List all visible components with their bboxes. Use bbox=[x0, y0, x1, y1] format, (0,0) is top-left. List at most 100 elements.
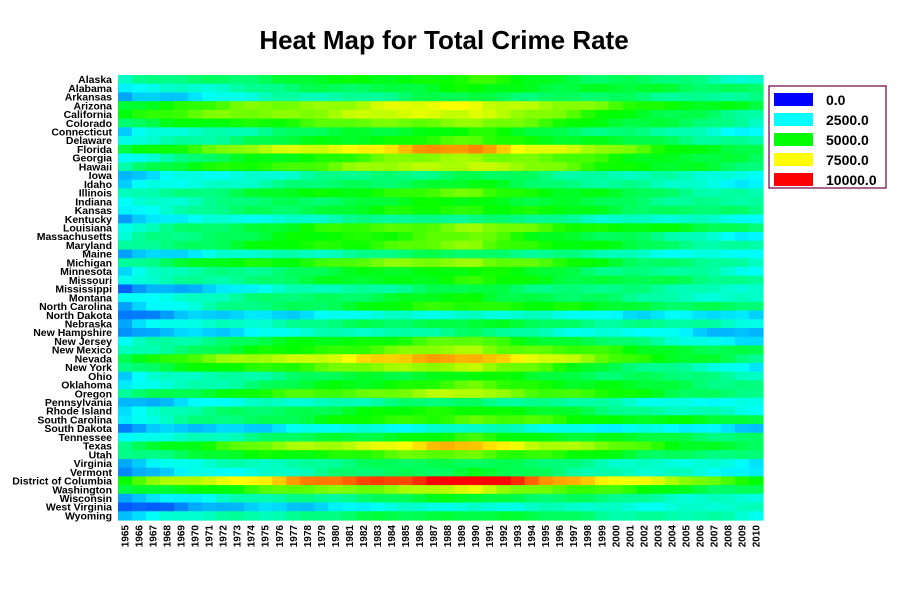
heatmap-cell bbox=[706, 293, 722, 303]
heatmap-cell bbox=[594, 441, 610, 451]
heatmap-cell bbox=[398, 362, 414, 373]
heatmap-cell bbox=[426, 214, 442, 224]
heatmap-cell bbox=[496, 101, 512, 111]
heatmap-cell bbox=[342, 266, 357, 277]
heatmap-cell bbox=[398, 197, 414, 207]
heatmap-cell bbox=[706, 144, 722, 155]
heatmap-cell bbox=[160, 240, 175, 251]
heatmap-cell bbox=[188, 214, 203, 224]
heatmap-cell bbox=[650, 197, 666, 207]
heatmap-cell bbox=[720, 83, 736, 94]
heatmap-cell bbox=[328, 476, 343, 486]
heatmap-cell bbox=[244, 75, 259, 85]
heatmap-cell bbox=[230, 162, 245, 172]
heatmap-cell bbox=[748, 415, 764, 425]
heatmap-cell bbox=[216, 397, 231, 408]
heatmap-cell bbox=[580, 345, 596, 355]
heatmap-cell bbox=[384, 144, 400, 155]
heatmap-cell bbox=[566, 197, 582, 207]
heatmap-cell bbox=[258, 214, 273, 224]
heatmap-cell bbox=[216, 310, 231, 320]
heatmap-cell bbox=[132, 170, 147, 181]
legend-swatch bbox=[774, 153, 813, 166]
heatmap-cell bbox=[230, 397, 245, 408]
heatmap-cell bbox=[398, 328, 414, 338]
heatmap-cell bbox=[622, 92, 638, 102]
heatmap-cell bbox=[132, 502, 147, 512]
heatmap-cell bbox=[706, 92, 722, 102]
heatmap-cell bbox=[594, 92, 610, 102]
heatmap-cell bbox=[440, 310, 456, 320]
heatmap-cell bbox=[692, 424, 708, 434]
heatmap-cell bbox=[272, 144, 287, 155]
heatmap-cell bbox=[384, 511, 400, 521]
heatmap-cell bbox=[370, 362, 386, 373]
heatmap-cell bbox=[440, 511, 456, 521]
heatmap-cell bbox=[160, 188, 175, 198]
heatmap-cell bbox=[384, 284, 400, 294]
heatmap-cell bbox=[706, 232, 722, 242]
heatmap-cell bbox=[692, 118, 708, 128]
heatmap-cell bbox=[678, 109, 694, 120]
heatmap-cell bbox=[118, 458, 133, 469]
heatmap-cell bbox=[664, 301, 680, 312]
column-label: 2009 bbox=[737, 525, 748, 548]
heatmap-cell bbox=[426, 179, 442, 190]
heatmap-cell bbox=[426, 188, 442, 198]
column-label: 1981 bbox=[345, 525, 356, 548]
heatmap-cell bbox=[664, 458, 680, 469]
heatmap-cell bbox=[748, 293, 764, 303]
row-label: Nebraska bbox=[65, 318, 112, 330]
heatmap-cell bbox=[496, 83, 512, 94]
heatmap-cell bbox=[426, 424, 442, 434]
row-label: Montana bbox=[69, 292, 112, 304]
heatmap-cell bbox=[160, 83, 175, 94]
heatmap-cell bbox=[622, 458, 638, 469]
heatmap-cell bbox=[664, 310, 680, 320]
heatmap-cell bbox=[202, 162, 217, 172]
heatmap-cell bbox=[174, 83, 189, 94]
heatmap-cell bbox=[202, 223, 217, 233]
heatmap-cell bbox=[482, 336, 498, 347]
heatmap-cell bbox=[580, 205, 596, 216]
heatmap-cell bbox=[342, 345, 357, 355]
heatmap-cell bbox=[356, 136, 371, 146]
heatmap-cell bbox=[174, 397, 189, 408]
heatmap-cell bbox=[370, 284, 386, 294]
heatmap-cell bbox=[412, 415, 428, 425]
heatmap-cell bbox=[202, 415, 217, 425]
heatmap-cell bbox=[202, 118, 217, 128]
heatmap-cell bbox=[510, 511, 526, 521]
heatmap-cell bbox=[440, 467, 456, 477]
heatmap-cell bbox=[552, 502, 568, 512]
heatmap-cell bbox=[748, 284, 764, 294]
heatmap-cell bbox=[398, 258, 414, 268]
heatmap-cell bbox=[650, 179, 666, 190]
heatmap-cell bbox=[230, 232, 245, 242]
heatmap-cell bbox=[398, 205, 414, 216]
heatmap-cell bbox=[524, 485, 540, 495]
row-label: Pennsylvania bbox=[45, 397, 112, 409]
heatmap-cell bbox=[300, 371, 315, 381]
heatmap-cell bbox=[664, 75, 680, 85]
heatmap-cell bbox=[440, 458, 456, 469]
heatmap-cell bbox=[244, 450, 259, 460]
heatmap-cell bbox=[118, 485, 133, 495]
heatmap-cell bbox=[160, 118, 175, 128]
heatmap-cell bbox=[454, 371, 470, 381]
heatmap-cell bbox=[160, 258, 175, 268]
heatmap-cell bbox=[440, 328, 456, 338]
heatmap-cell bbox=[146, 249, 161, 259]
heatmap-cell bbox=[230, 205, 245, 216]
heatmap-cell bbox=[706, 258, 722, 268]
heatmap-cell bbox=[174, 441, 189, 451]
heatmap-cell bbox=[188, 144, 203, 155]
heatmap-cell bbox=[398, 249, 414, 259]
heatmap-cell bbox=[412, 345, 428, 355]
heatmap-cell bbox=[300, 127, 315, 137]
heatmap-cell bbox=[216, 511, 231, 521]
column-label: 1967 bbox=[149, 525, 160, 548]
heatmap-cell bbox=[160, 310, 175, 320]
heatmap-cell bbox=[188, 415, 203, 425]
heatmap-cell bbox=[608, 109, 624, 120]
